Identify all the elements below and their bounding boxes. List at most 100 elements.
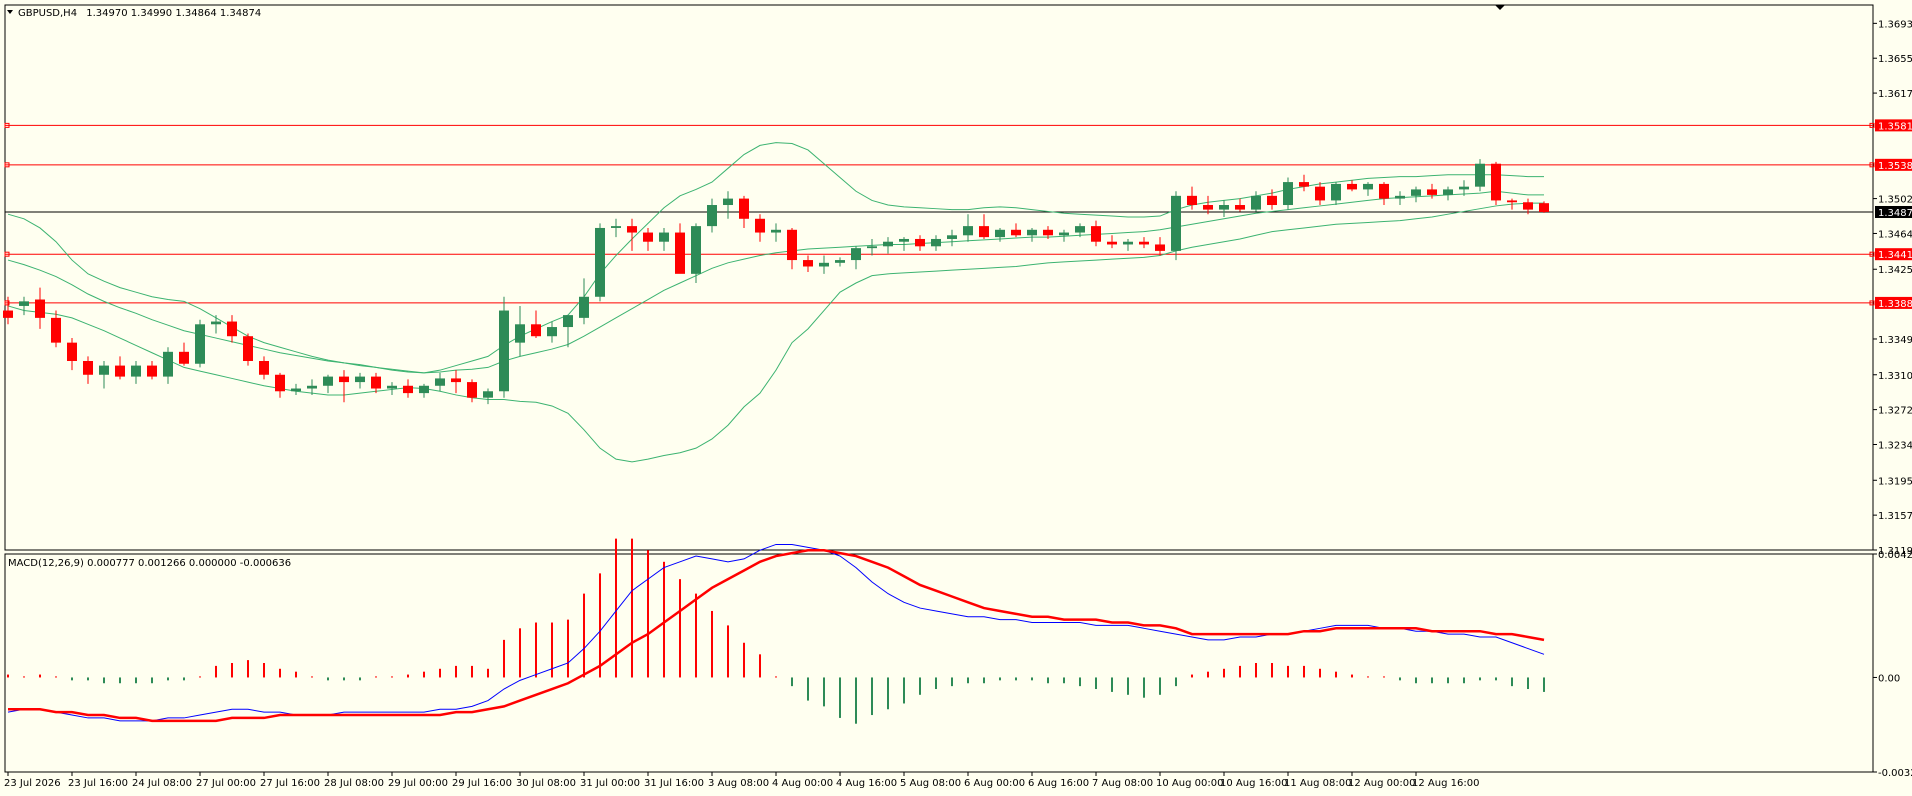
time-tick-label: 30 Jul 08:00 [516, 778, 576, 789]
candle-body [771, 229, 781, 233]
price-tick-label: 1.31190 [1878, 546, 1912, 557]
candle-body [451, 378, 461, 383]
candle-body [19, 301, 29, 306]
level-handle[interactable] [1869, 162, 1875, 168]
macd-tick-label: 0.00 [1878, 673, 1900, 684]
candle-body [643, 232, 653, 242]
level-price-box [1875, 158, 1912, 171]
level-handle[interactable] [4, 162, 10, 168]
candle-body [163, 351, 173, 377]
level-price-box [1875, 119, 1912, 132]
level-handle[interactable] [4, 122, 10, 128]
candle-body [1283, 182, 1293, 206]
time-tick-label: 29 Jul 00:00 [388, 778, 448, 789]
macd-label: MACD(12,26,9) 0.000777 0.001266 0.000000… [8, 558, 291, 569]
candle-body [515, 324, 525, 343]
candle-body [211, 321, 221, 325]
symbol-label: GBPUSD,H4 [18, 8, 77, 19]
candle-body [1251, 195, 1261, 210]
candle-body [915, 238, 925, 247]
candle-body [307, 385, 317, 389]
candle-body [1235, 205, 1245, 210]
level-handle[interactable] [1869, 122, 1875, 128]
candle-body [803, 260, 813, 267]
candlesticks [3, 159, 1549, 405]
price-tick-label: 1.31950 [1878, 476, 1912, 487]
candle-body [947, 235, 957, 239]
candle-body [275, 374, 285, 392]
candle-body [691, 226, 701, 274]
level-price-box [1875, 248, 1912, 261]
price-tick-label: 1.33490 [1878, 335, 1912, 346]
candle-body [1395, 195, 1405, 199]
time-tick-label: 4 Aug 00:00 [772, 778, 833, 789]
candle-body [1539, 203, 1549, 212]
candle-body [1315, 186, 1325, 201]
price-axis: 1.36930 1.36550 1.36170 1.35020 1.34640 1.342… [1873, 19, 1912, 557]
price-tick-label: 1.35020 [1878, 195, 1912, 206]
price-tick-label: 1.32340 [1878, 440, 1912, 451]
level-handle[interactable] [1869, 251, 1875, 257]
candle-body [787, 229, 797, 261]
candle-body [1347, 183, 1357, 190]
candle-body [83, 360, 93, 375]
candle-body [371, 376, 381, 389]
candle-body [819, 262, 829, 267]
candle-body [963, 226, 973, 236]
level-handle[interactable] [4, 300, 10, 306]
time-tick-label: 29 Jul 16:00 [452, 778, 512, 789]
level-price-label: 1.35818 [1878, 121, 1912, 132]
candle-body [1331, 183, 1341, 201]
macd-tick-label: -0.00327 [1878, 768, 1912, 779]
time-axis: 23 Jul 2026 23 Jul 16:00 24 Jul 08:00 27 Ju… [4, 772, 1479, 789]
bollinger-lower-line [7, 202, 1544, 463]
macd-signal-line [8, 548, 1545, 723]
candle-body [531, 324, 541, 337]
price-tick-label: 1.36170 [1878, 89, 1912, 100]
candle-body [1411, 189, 1421, 196]
candle-body [835, 260, 845, 263]
candle-body [1475, 163, 1485, 187]
candle-body [627, 226, 637, 233]
candle-body [1219, 205, 1229, 210]
candle-body [675, 232, 685, 274]
candle-body [3, 310, 13, 318]
macd-axis: 0.00427 0.00 -0.00327 [1873, 550, 1912, 779]
candle-body [67, 342, 77, 361]
candle-body [707, 205, 717, 227]
candle-body [339, 376, 349, 383]
time-tick-label: 11 Aug 08:00 [1284, 778, 1351, 789]
candle-body [931, 238, 941, 247]
time-tick-label: 10 Aug 16:00 [1220, 778, 1287, 789]
shift-marker-icon[interactable] [1495, 5, 1505, 10]
candle-body [659, 232, 669, 242]
candle-body [227, 321, 237, 337]
candle-body [1011, 229, 1021, 236]
candle-body [467, 382, 477, 398]
candle-body [1203, 205, 1213, 210]
time-tick-label: 31 Jul 16:00 [644, 778, 704, 789]
candle-body [739, 198, 749, 219]
time-tick-label: 28 Jul 08:00 [324, 778, 384, 789]
candle-body [595, 227, 605, 297]
current-price-label: 1.34874 [1878, 208, 1912, 219]
current-price-box [1875, 205, 1912, 218]
dropdown-triangle-icon[interactable] [7, 10, 13, 14]
candle-body [979, 226, 989, 238]
time-tick-label: 23 Jul 2026 [4, 778, 61, 789]
candle-body [851, 248, 861, 261]
candle-body [1027, 229, 1037, 236]
candle-body [51, 317, 61, 343]
candle-body [1379, 183, 1389, 199]
candle-body [435, 378, 445, 386]
level-handle[interactable] [4, 251, 10, 257]
price-tick-label: 1.31570 [1878, 511, 1912, 522]
candle-body [1171, 195, 1181, 251]
candle-body [179, 351, 189, 364]
level-handle[interactable] [1869, 300, 1875, 306]
candle-body [1443, 189, 1453, 195]
candle-body [563, 315, 573, 328]
candle-body [243, 336, 253, 361]
